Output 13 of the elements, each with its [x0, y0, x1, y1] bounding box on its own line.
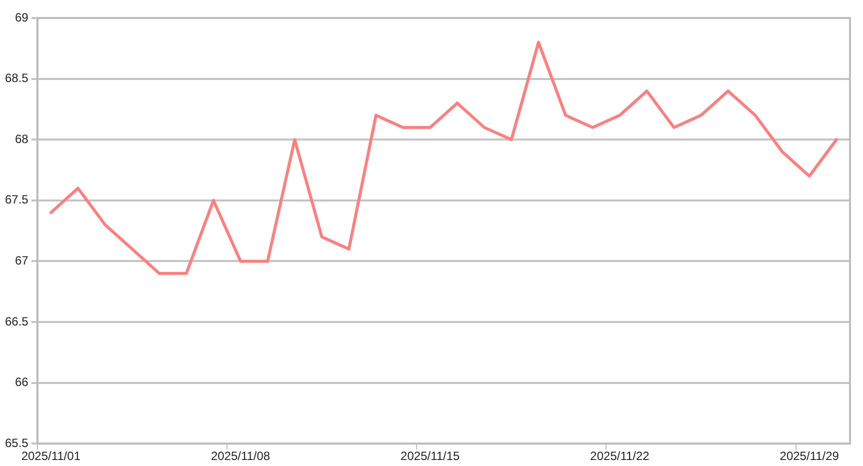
y-tick-label: 65.5 [4, 436, 29, 450]
y-tick-label: 67.5 [4, 192, 29, 207]
x-tick-label: 2025/11/08 [210, 449, 270, 464]
y-tick-label: 68.5 [4, 71, 29, 86]
x-tick-label: 2025/11/01 [21, 449, 81, 464]
y-tick-label: 67 [14, 254, 29, 268]
y-tick-label: 68 [14, 132, 29, 146]
y-tick-label: 66 [14, 375, 29, 390]
x-tick-label: 2025/11/22 [590, 449, 650, 464]
x-tick-label: 2025/11/15 [400, 449, 460, 464]
y-tick-label: 69 [14, 10, 29, 24]
y-tick-label: 66.5 [4, 314, 29, 328]
x-tick-label: 2025/11/29 [780, 449, 840, 464]
